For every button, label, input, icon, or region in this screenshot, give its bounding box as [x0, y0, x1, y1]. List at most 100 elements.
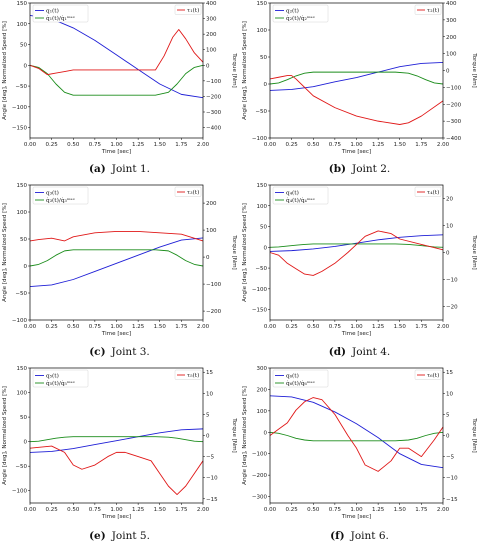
y-right-tick-label: 5	[206, 412, 210, 418]
x-tick-label: 0.50	[307, 142, 320, 148]
y-left-tick-label: −50	[15, 84, 27, 90]
y-left-tick-label: 50	[20, 237, 27, 243]
y-right-tick-label: −200	[206, 309, 222, 315]
y-axis-right: 15 10 5 0 −5 −10 −15	[443, 370, 458, 503]
legend-label: q̇₃(t)/q̇₃ᵐᵃˣ	[46, 197, 76, 204]
y-right-tick-label: −100	[206, 79, 222, 85]
x-tick-label: 0.50	[67, 142, 80, 148]
plot-frame	[269, 367, 444, 504]
x-tick-label: 1.00	[350, 507, 363, 513]
y-axis-right: 15 10 5 0 −5 −10 −15	[203, 370, 218, 503]
y-left-tick-label: 0	[264, 430, 268, 436]
x-tick-label: 1.75	[175, 507, 188, 513]
caption-joint-2: (b) Joint 2.	[328, 163, 391, 175]
y-left-tick-label: −100	[252, 136, 268, 142]
y-left-tick-label: 150	[17, 1, 28, 7]
y-left-tick-label: 0	[24, 264, 28, 270]
y-right-tick-label: 10	[206, 391, 213, 397]
legend-left: q₅(t)q̇₅(t)/q̇₅ᵐᵃˣ	[32, 369, 89, 388]
plot-frame	[29, 2, 204, 139]
x-tick-label: 2.00	[437, 324, 450, 330]
x-tick-label: 1.00	[110, 507, 123, 513]
y-axis-left: 150 100 50 0 −50 −100 −150	[252, 183, 270, 314]
chart-panel-joint-5: 0.00 0.25 0.50 0.75 1.00 1.25 1.50 1.75 2.00 Time…	[0, 365, 239, 525]
y-right-tick-label: −10	[446, 476, 458, 482]
chart-panel-joint-3: 0.00 0.25 0.50 0.75 1.00 1.25 1.50 1.75 2.00 Time…	[0, 182, 239, 342]
y-right-tick-label: −20	[446, 305, 458, 311]
chart-svg: 0.00 0.25 0.50 0.75 1.00 1.25 1.50 1.75 2.00 Time…	[2, 1, 237, 155]
legend-left-box	[272, 186, 329, 205]
y-right-tick-label: 100	[206, 228, 217, 234]
y-axis-left: 150 100 50 0 −50 −100	[12, 183, 30, 324]
y-left-tick-label: 150	[257, 183, 268, 189]
x-axis: 0.00 0.25 0.50 0.75 1.00 1.25 1.50 1.75 2.00	[264, 138, 450, 148]
x-tick-label: 1.00	[110, 142, 123, 148]
chart-svg: 0.00 0.25 0.50 0.75 1.00 1.25 1.50 1.75 2.00 Time…	[242, 1, 477, 155]
x-tick-label: 2.00	[197, 324, 210, 330]
y-right-tick-label: −400	[446, 136, 462, 142]
y-axis-right-label: Torque [Nm]	[231, 234, 237, 269]
x-tick-label: 1.25	[132, 142, 145, 148]
x-axis: 0.00 0.25 0.50 0.75 1.00 1.25 1.50 1.75 2.00	[264, 320, 450, 330]
series-line-angle	[29, 15, 204, 99]
y-left-tick-label: 100	[17, 22, 28, 28]
y-right-tick-label: 300	[206, 17, 217, 23]
y-left-tick-label: 300	[257, 366, 268, 372]
y-left-tick-label: −100	[12, 318, 28, 324]
legend-label: q̇₆(t)/q̇₆ᵐᵃˣ	[286, 380, 316, 387]
y-axis-right: 400 300 200 100 0 −100 −200 −300 −400	[203, 1, 222, 132]
y-axis-left-label: Angle [deg], Normalized Speed [%]	[242, 203, 248, 302]
x-tick-label: 1.25	[132, 507, 145, 513]
legend-label: τ₆(t)	[427, 372, 439, 379]
series-line-speed	[269, 431, 444, 442]
caption-joint-5: (e) Joint 5.	[89, 530, 150, 542]
legend-label: τ₁(t)	[187, 7, 199, 14]
series-line-angle	[269, 61, 444, 91]
y-left-tick-label: 50	[20, 43, 27, 49]
x-tick-label: 2.00	[437, 507, 450, 513]
legend-label: q̇₅(t)/q̇₅ᵐᵃˣ	[46, 380, 76, 387]
y-right-tick-label: −100	[446, 85, 462, 91]
legend-right-box	[174, 369, 202, 380]
x-tick-label: 1.25	[372, 324, 385, 330]
series-line-speed	[269, 71, 444, 85]
x-tick-label: 0.25	[286, 507, 299, 513]
x-tick-label: 1.75	[175, 142, 188, 148]
y-right-tick-label: 200	[206, 32, 217, 38]
legend-left: q₁(t)q̇₁(t)/q̇₁ᵐᵃˣ	[32, 4, 89, 23]
y-axis-right: 200 100 0 −100 −200	[203, 201, 222, 315]
y-axis-left: 300 200 100 0 −100 −200 −300	[252, 366, 270, 501]
y-left-tick-label: 0	[24, 440, 28, 446]
chart-panel-joint-4: 0.00 0.25 0.50 0.75 1.00 1.25 1.50 1.75 2.00 Time…	[240, 182, 479, 342]
x-tick-label: 0.00	[264, 324, 277, 330]
series-line-torque	[29, 230, 204, 242]
x-tick-label: 0.50	[307, 507, 320, 513]
y-axis-right-label: Torque [Nm]	[471, 52, 477, 87]
y-right-tick-label: 15	[206, 370, 213, 376]
y-left-tick-label: 150	[257, 1, 268, 7]
legend-left: q₆(t)q̇₆(t)/q̇₆ᵐᵃˣ	[272, 369, 329, 388]
series-lines	[29, 15, 204, 99]
legend-right: τ₆(t)	[414, 369, 442, 380]
legend-left-box	[32, 369, 89, 388]
y-right-tick-label: 10	[446, 391, 453, 397]
legend-label: q̇₄(t)/q̇₄ᵐᵃˣ	[286, 197, 316, 204]
x-tick-label: 1.75	[415, 507, 428, 513]
y-axis-right: 400 300 200 100 0 −100 −200 −300 −400	[443, 1, 462, 142]
x-tick-label: 0.50	[67, 324, 80, 330]
caption-joint-4: (d) Joint 4.	[328, 346, 391, 358]
y-right-tick-label: 200	[446, 35, 457, 41]
x-tick-label: 0.00	[264, 142, 277, 148]
y-right-tick-label: −300	[206, 110, 222, 116]
y-left-tick-label: 0	[264, 245, 268, 251]
legend-left-box	[272, 4, 329, 23]
y-right-tick-label: −15	[206, 497, 218, 503]
y-right-tick-label: 10	[446, 224, 453, 230]
legend-label: q₂(t)	[286, 8, 299, 15]
y-right-tick-label: 5	[446, 412, 450, 418]
y-left-tick-label: 0	[264, 82, 268, 88]
legend-label: q₁(t)	[46, 8, 59, 15]
y-right-tick-label: 15	[446, 370, 453, 376]
y-right-tick-label: 0	[206, 434, 210, 440]
